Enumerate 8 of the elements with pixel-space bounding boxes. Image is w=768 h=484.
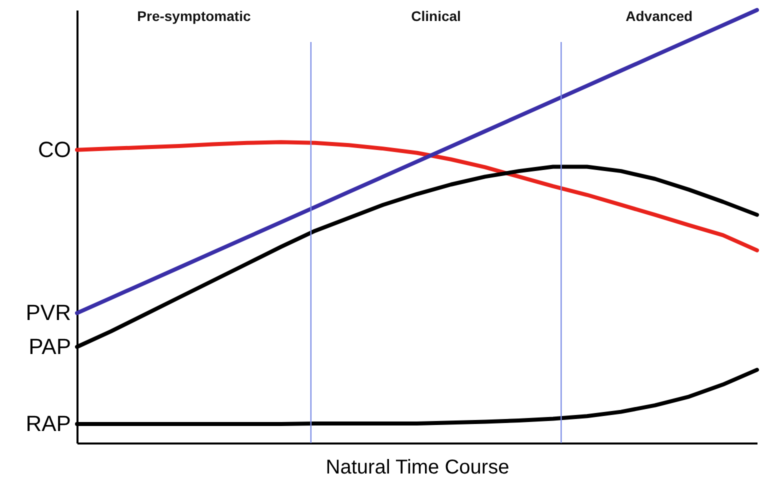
x-axis-title: Natural Time Course xyxy=(326,456,510,478)
annotation: Clinical xyxy=(411,8,461,24)
series-label: PVR xyxy=(26,300,71,326)
annotation: Advanced xyxy=(626,8,693,24)
annotation: Pre-symptomatic xyxy=(137,8,251,24)
series-label: RAP xyxy=(26,410,71,436)
series-label: PAP xyxy=(28,334,71,359)
series-label: CO xyxy=(38,136,71,162)
